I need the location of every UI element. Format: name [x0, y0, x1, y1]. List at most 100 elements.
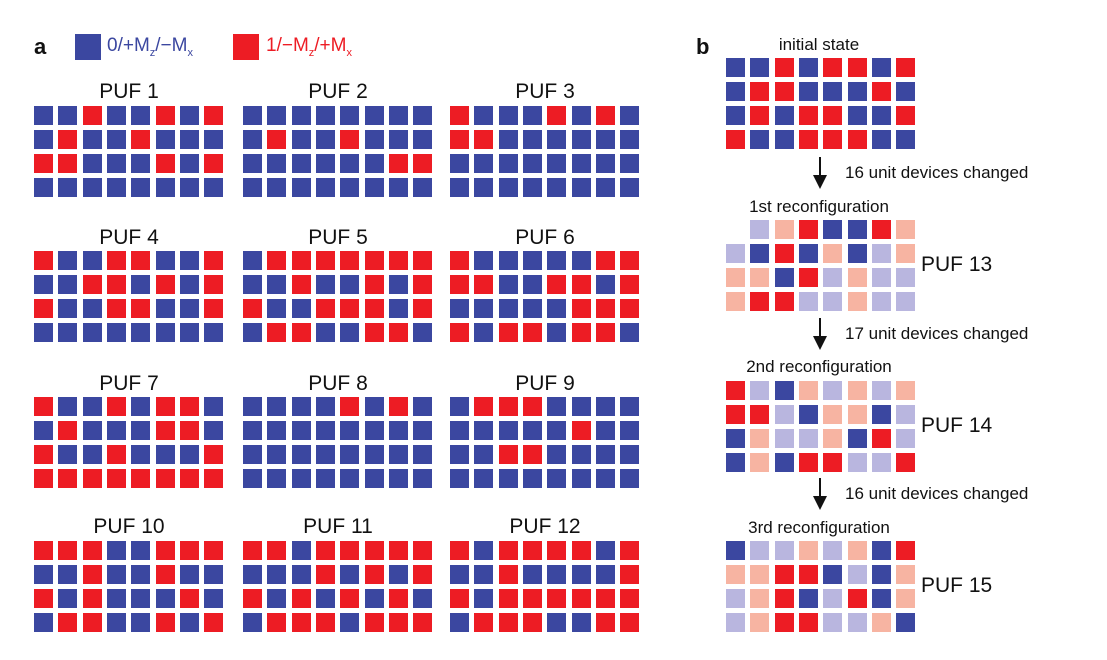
unit-device-cell	[847, 268, 867, 287]
unit-device-cell	[750, 429, 770, 448]
unit-device-cell	[267, 154, 287, 173]
unit-device-cell	[474, 251, 494, 270]
unit-device-cell	[364, 565, 384, 584]
unit-device-cell	[243, 275, 262, 294]
unit-device-cell	[620, 178, 640, 197]
unit-device-cell	[474, 445, 494, 464]
unit-device-cell	[595, 323, 615, 342]
unit-device-cell	[474, 130, 494, 149]
unit-device-cell	[364, 106, 384, 125]
puf-title: PUF 2	[308, 80, 368, 103]
unit-device-cell	[82, 275, 102, 294]
unit-device-cell	[315, 589, 335, 608]
unit-device-cell	[388, 397, 408, 416]
unit-device-cell	[896, 106, 916, 125]
unit-device-cell	[571, 251, 591, 270]
unit-device-cell	[243, 421, 262, 440]
unit-device-cell	[155, 589, 175, 608]
unit-device-cell	[823, 429, 843, 448]
unit-device-cell	[571, 275, 591, 294]
unit-device-cell	[106, 445, 126, 464]
unit-device-cell	[267, 178, 287, 197]
unit-device-cell	[474, 469, 494, 488]
unit-device-cell	[847, 589, 867, 608]
unit-device-cell	[364, 251, 384, 270]
unit-device-cell	[450, 421, 469, 440]
unit-device-cell	[204, 299, 224, 318]
unit-device-cell	[522, 565, 542, 584]
unit-device-cell	[131, 565, 151, 584]
unit-device-cell	[726, 292, 745, 311]
unit-device-cell	[798, 292, 818, 311]
unit-device-cell	[315, 178, 335, 197]
unit-device-cell	[522, 421, 542, 440]
unit-device-cell	[871, 292, 891, 311]
unit-device-cell	[726, 429, 745, 448]
unit-device-cell	[522, 445, 542, 464]
state-title: initial state	[778, 35, 860, 54]
unit-device-cell	[413, 106, 433, 125]
unit-device-cell	[450, 541, 469, 560]
unit-device-cell	[774, 589, 794, 608]
unit-device-cell	[315, 469, 335, 488]
unit-device-cell	[315, 397, 335, 416]
unit-device-cell	[155, 613, 175, 632]
unit-device-cell	[82, 469, 102, 488]
unit-device-cell	[620, 154, 640, 173]
unit-device-cell	[750, 220, 770, 239]
puf-title: PUF 3	[515, 80, 575, 103]
unit-device-cell	[315, 565, 335, 584]
unit-device-cell	[204, 421, 224, 440]
unit-device-cell	[131, 275, 151, 294]
unit-device-cell	[450, 154, 469, 173]
unit-device-cell	[522, 613, 542, 632]
unit-device-cell	[413, 323, 433, 342]
unit-device-cell	[726, 58, 745, 77]
unit-device-cell	[896, 292, 916, 311]
unit-device-cell	[106, 589, 126, 608]
unit-device-cell	[474, 178, 494, 197]
unit-device-cell	[413, 251, 433, 270]
unit-device-cell	[498, 469, 518, 488]
unit-device-cell	[798, 405, 818, 424]
unit-device-cell	[620, 275, 640, 294]
unit-device-cell	[106, 106, 126, 125]
unit-device-cell	[106, 251, 126, 270]
unit-device-cell	[413, 469, 433, 488]
unit-device-cell	[498, 299, 518, 318]
unit-device-cell	[547, 589, 567, 608]
unit-device-cell	[847, 541, 867, 560]
unit-device-cell	[450, 589, 469, 608]
unit-device-cell	[291, 106, 311, 125]
unit-device-cell	[179, 130, 199, 149]
unit-device-cell	[823, 541, 843, 560]
unit-device-cell	[315, 106, 335, 125]
unit-device-cell	[474, 613, 494, 632]
unit-device-cell	[413, 275, 433, 294]
unit-device-cell	[498, 154, 518, 173]
unit-device-cell	[547, 469, 567, 488]
puf-side-label: PUF 14	[921, 414, 993, 437]
unit-device-cell	[155, 323, 175, 342]
unit-device-cell	[82, 106, 102, 125]
unit-device-cell	[243, 445, 262, 464]
unit-device-cell	[547, 178, 567, 197]
unit-device-cell	[750, 292, 770, 311]
unit-device-cell	[498, 275, 518, 294]
unit-device-cell	[547, 445, 567, 464]
unit-device-cell	[204, 178, 224, 197]
unit-device-cell	[82, 323, 102, 342]
puf-title: PUF 6	[515, 226, 575, 249]
unit-device-cell	[522, 323, 542, 342]
unit-device-cell	[58, 613, 78, 632]
unit-device-cell	[243, 613, 262, 632]
unit-device-cell	[131, 106, 151, 125]
unit-device-cell	[204, 589, 224, 608]
unit-device-cell	[267, 469, 287, 488]
unit-device-cell	[823, 220, 843, 239]
unit-device-cell	[179, 106, 199, 125]
unit-device-cell	[896, 220, 916, 239]
unit-device-cell	[413, 541, 433, 560]
unit-device-cell	[179, 323, 199, 342]
unit-device-cell	[774, 453, 794, 472]
